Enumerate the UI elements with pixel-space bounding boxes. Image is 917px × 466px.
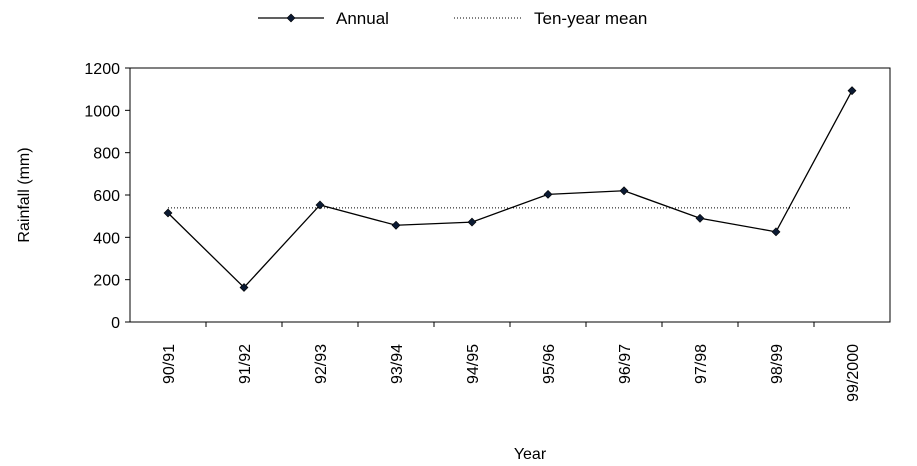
- data-point-annual: [847, 86, 857, 96]
- data-point-annual: [695, 213, 705, 223]
- x-tick-label: 99/2000: [845, 344, 862, 402]
- data-point-annual: [619, 186, 629, 196]
- x-axis: 90/91 91/92 92/93 93/94 94/95 95/96 96/97 97/98…: [161, 322, 862, 402]
- data-point-annual: [771, 227, 781, 237]
- y-tick-label: 0: [111, 315, 120, 332]
- y-axis-title: Rainfall (mm): [16, 147, 33, 242]
- series-line-annual: [167, 90, 853, 289]
- x-tick-label: 96/97: [617, 344, 634, 384]
- y-tick-label: 600: [93, 188, 120, 205]
- x-tick-label: 90/91: [161, 344, 178, 384]
- x-tick-label: 98/99: [769, 344, 786, 384]
- series-annual: [163, 86, 857, 292]
- y-axis: 0 200 400 600 800 1000 1200: [84, 61, 130, 332]
- data-point-annual: [543, 189, 553, 199]
- x-axis-title: Year: [514, 446, 547, 463]
- x-tick-label: 92/93: [313, 344, 330, 384]
- data-point-annual: [315, 200, 325, 210]
- legend-item-mean: Ten-year mean: [454, 9, 647, 28]
- x-tick-label: 97/98: [693, 344, 710, 384]
- data-point-annual: [163, 208, 173, 218]
- legend-label-annual: Annual: [336, 9, 389, 28]
- y-tick-label: 200: [93, 273, 120, 290]
- data-point-annual: [391, 220, 401, 230]
- x-tick-label: 95/96: [541, 344, 558, 384]
- x-tick-label: 94/95: [465, 344, 482, 384]
- x-tick-label: 93/94: [389, 344, 406, 384]
- y-tick-label: 400: [93, 230, 120, 247]
- data-point-annual: [239, 283, 249, 292]
- x-tick-label: 91/92: [237, 344, 254, 384]
- legend: Annual Ten-year mean: [258, 9, 647, 28]
- legend-item-annual: Annual: [258, 9, 389, 28]
- legend-label-mean: Ten-year mean: [534, 9, 647, 28]
- y-tick-label: 1200: [84, 61, 120, 78]
- y-tick-label: 800: [93, 146, 120, 163]
- y-tick-label: 1000: [84, 103, 120, 120]
- legend-marker-annual: [286, 13, 296, 23]
- data-point-annual: [467, 217, 477, 227]
